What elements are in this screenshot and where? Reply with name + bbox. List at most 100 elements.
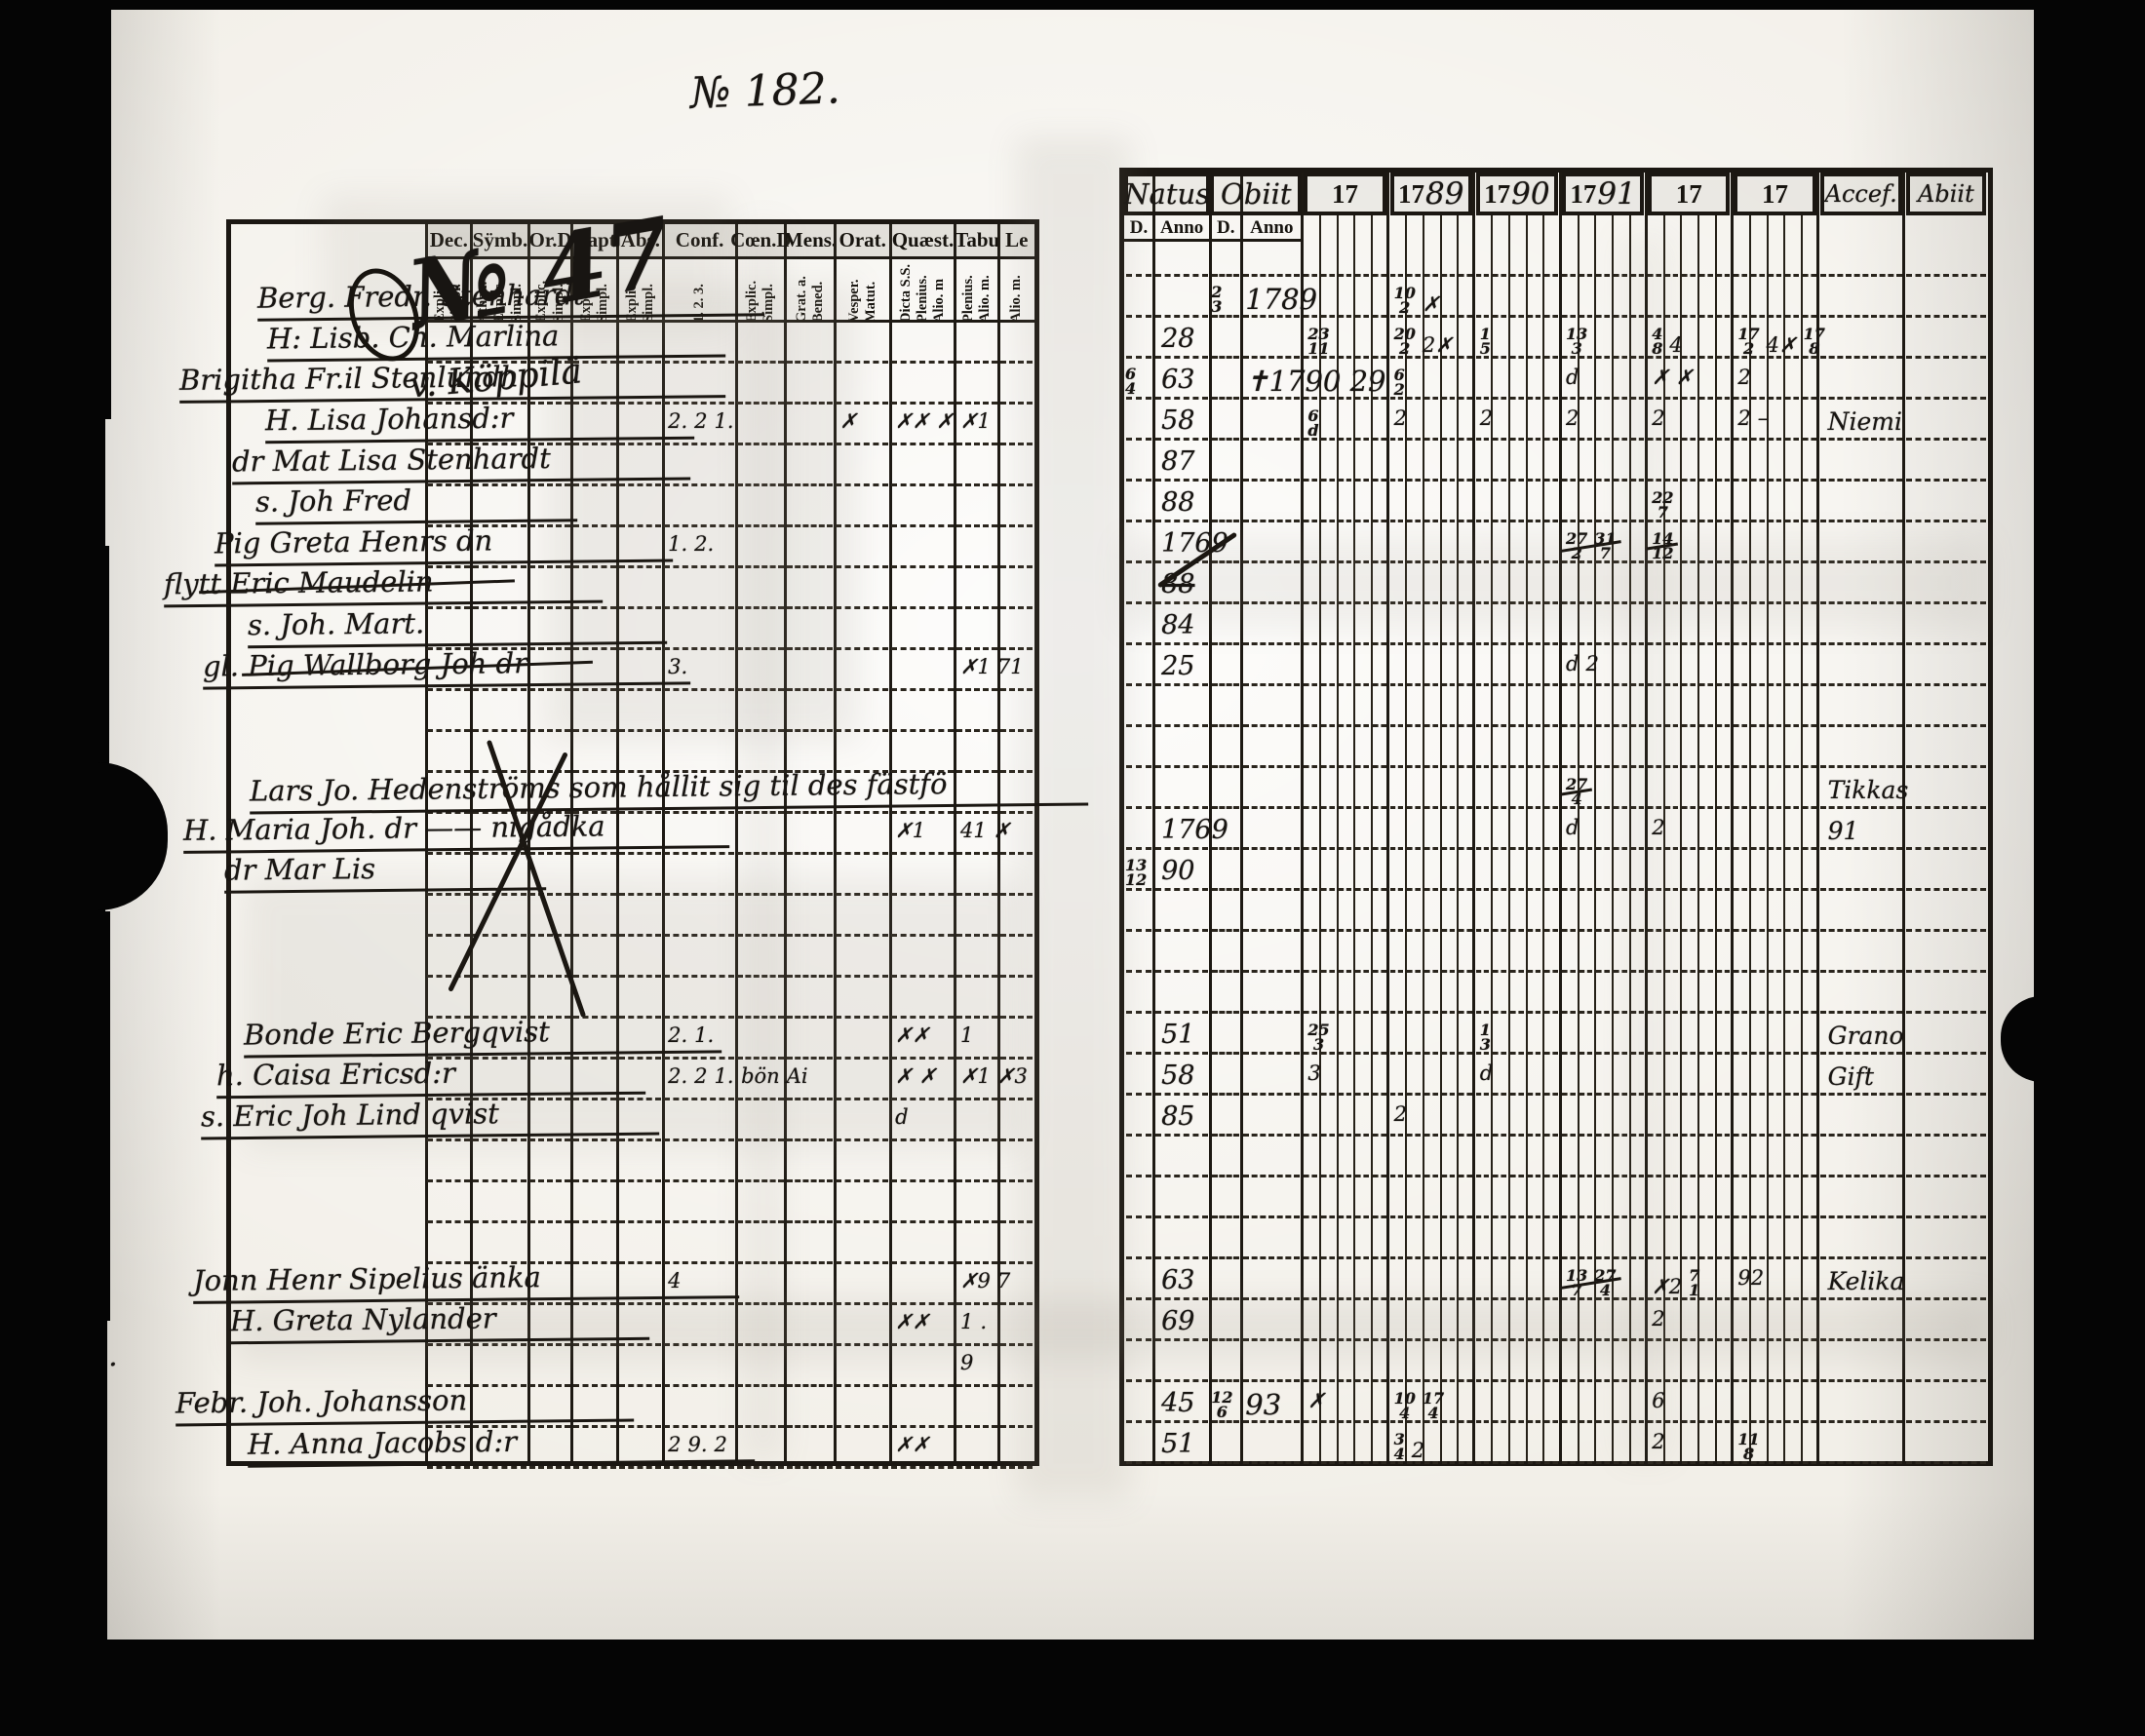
cell xyxy=(572,1428,616,1469)
cell xyxy=(1527,850,1541,891)
scanned-page: № 182. № 47 v. Köppilä 4. Dec.Explic.Sim… xyxy=(90,6,2034,1640)
cell xyxy=(1648,482,1661,522)
resident-name: flytt Eric Maudelin xyxy=(163,562,604,608)
cell xyxy=(1527,1218,1541,1259)
cell xyxy=(572,1141,616,1182)
cell xyxy=(1664,522,1679,563)
cell xyxy=(1510,1055,1524,1096)
cell xyxy=(1905,932,1986,973)
cell xyxy=(1212,400,1240,441)
column-header-dec: Dec. xyxy=(426,224,472,259)
cell xyxy=(1441,1259,1456,1300)
cell xyxy=(1734,932,1748,973)
cell xyxy=(664,1060,735,1100)
cell xyxy=(1596,1096,1610,1137)
cell xyxy=(1321,727,1335,768)
cell xyxy=(1475,482,1490,522)
cell xyxy=(1544,604,1558,645)
cell xyxy=(1338,236,1352,277)
cell xyxy=(737,814,784,855)
year-written: 90 xyxy=(1511,176,1550,212)
catechism-mark: ✗1 71 xyxy=(960,657,1024,677)
cell xyxy=(1579,1423,1593,1464)
cell xyxy=(1389,482,1404,522)
cell xyxy=(956,1305,997,1346)
cell xyxy=(1905,359,1986,400)
cell xyxy=(1475,236,1490,277)
year-subcolumn-divider xyxy=(1439,215,1442,1461)
column-cells-orat xyxy=(836,323,889,1469)
cell xyxy=(1819,932,1902,973)
column-header-cand: Cœn.D xyxy=(730,224,792,259)
cell xyxy=(1648,563,1661,604)
cell xyxy=(1562,727,1576,768)
cell xyxy=(1493,236,1507,277)
cell xyxy=(1734,973,1748,1014)
cell xyxy=(1441,1177,1456,1218)
mark-token: 2✗ xyxy=(1422,333,1453,358)
cell xyxy=(1243,686,1301,727)
cell xyxy=(1212,236,1240,277)
communion-mark: 14 12 xyxy=(1652,530,1673,560)
book-edge xyxy=(101,0,111,419)
date-fraction: 20 2 xyxy=(1393,325,1416,359)
cell xyxy=(1613,973,1627,1014)
natus-year: 90 xyxy=(1161,856,1195,886)
cell xyxy=(1510,482,1524,522)
cell xyxy=(956,1060,997,1100)
cell xyxy=(1338,1341,1352,1382)
cell xyxy=(1475,932,1490,973)
cell xyxy=(1321,973,1335,1014)
cell xyxy=(1751,1137,1765,1177)
cell xyxy=(618,527,662,568)
cell xyxy=(1579,973,1593,1014)
cell xyxy=(1768,891,1782,932)
cell xyxy=(1407,563,1421,604)
cell xyxy=(891,1264,954,1305)
cell xyxy=(572,896,616,937)
cell xyxy=(1212,1055,1240,1096)
cell xyxy=(618,1387,662,1428)
abiit-label: Abiit xyxy=(1918,180,1974,208)
cell xyxy=(1243,604,1301,645)
cell xyxy=(1527,973,1541,1014)
cell xyxy=(618,1346,662,1387)
cell xyxy=(1596,359,1610,400)
cell xyxy=(1155,645,1209,686)
subheader-line: Alio. m. xyxy=(1008,275,1025,323)
cell xyxy=(1751,236,1765,277)
cell xyxy=(1648,1177,1661,1218)
cell xyxy=(1648,1423,1661,1464)
cell xyxy=(1126,645,1152,686)
communion-mark: 13 7 27 4 xyxy=(1566,1267,1617,1297)
catechism-table: Dec. Explic. Simpl. Sÿmb. Athan. Explic. Simpl… xyxy=(226,219,1039,1469)
year-subcolumn-divider xyxy=(1766,215,1769,1461)
mark-token: ✗1 xyxy=(959,655,991,678)
column-subheader-tabu: Plenius. Alio. m. xyxy=(956,259,999,323)
cell xyxy=(1562,1177,1576,1218)
cell xyxy=(1389,318,1404,359)
cell xyxy=(1372,482,1386,522)
cell xyxy=(1751,645,1765,686)
cell xyxy=(1596,727,1610,768)
cell xyxy=(1664,891,1679,932)
cell xyxy=(1372,522,1386,563)
cell xyxy=(1459,645,1472,686)
cell xyxy=(956,1346,997,1387)
column-cells-g5 xyxy=(1768,236,1782,1464)
cell xyxy=(472,1019,527,1060)
cell xyxy=(427,1428,470,1469)
communion-mark: d xyxy=(1566,367,1579,388)
cell xyxy=(1734,1055,1748,1096)
cell xyxy=(1321,1096,1335,1137)
cell xyxy=(956,364,997,405)
cell xyxy=(1734,1382,1748,1423)
cell xyxy=(1459,1218,1472,1259)
mark-token: 2. xyxy=(668,409,688,433)
cell xyxy=(786,486,834,527)
cell xyxy=(1768,1300,1782,1341)
cell xyxy=(1212,1259,1240,1300)
cell xyxy=(1664,768,1679,809)
cell xyxy=(1751,400,1765,441)
cell xyxy=(891,527,954,568)
